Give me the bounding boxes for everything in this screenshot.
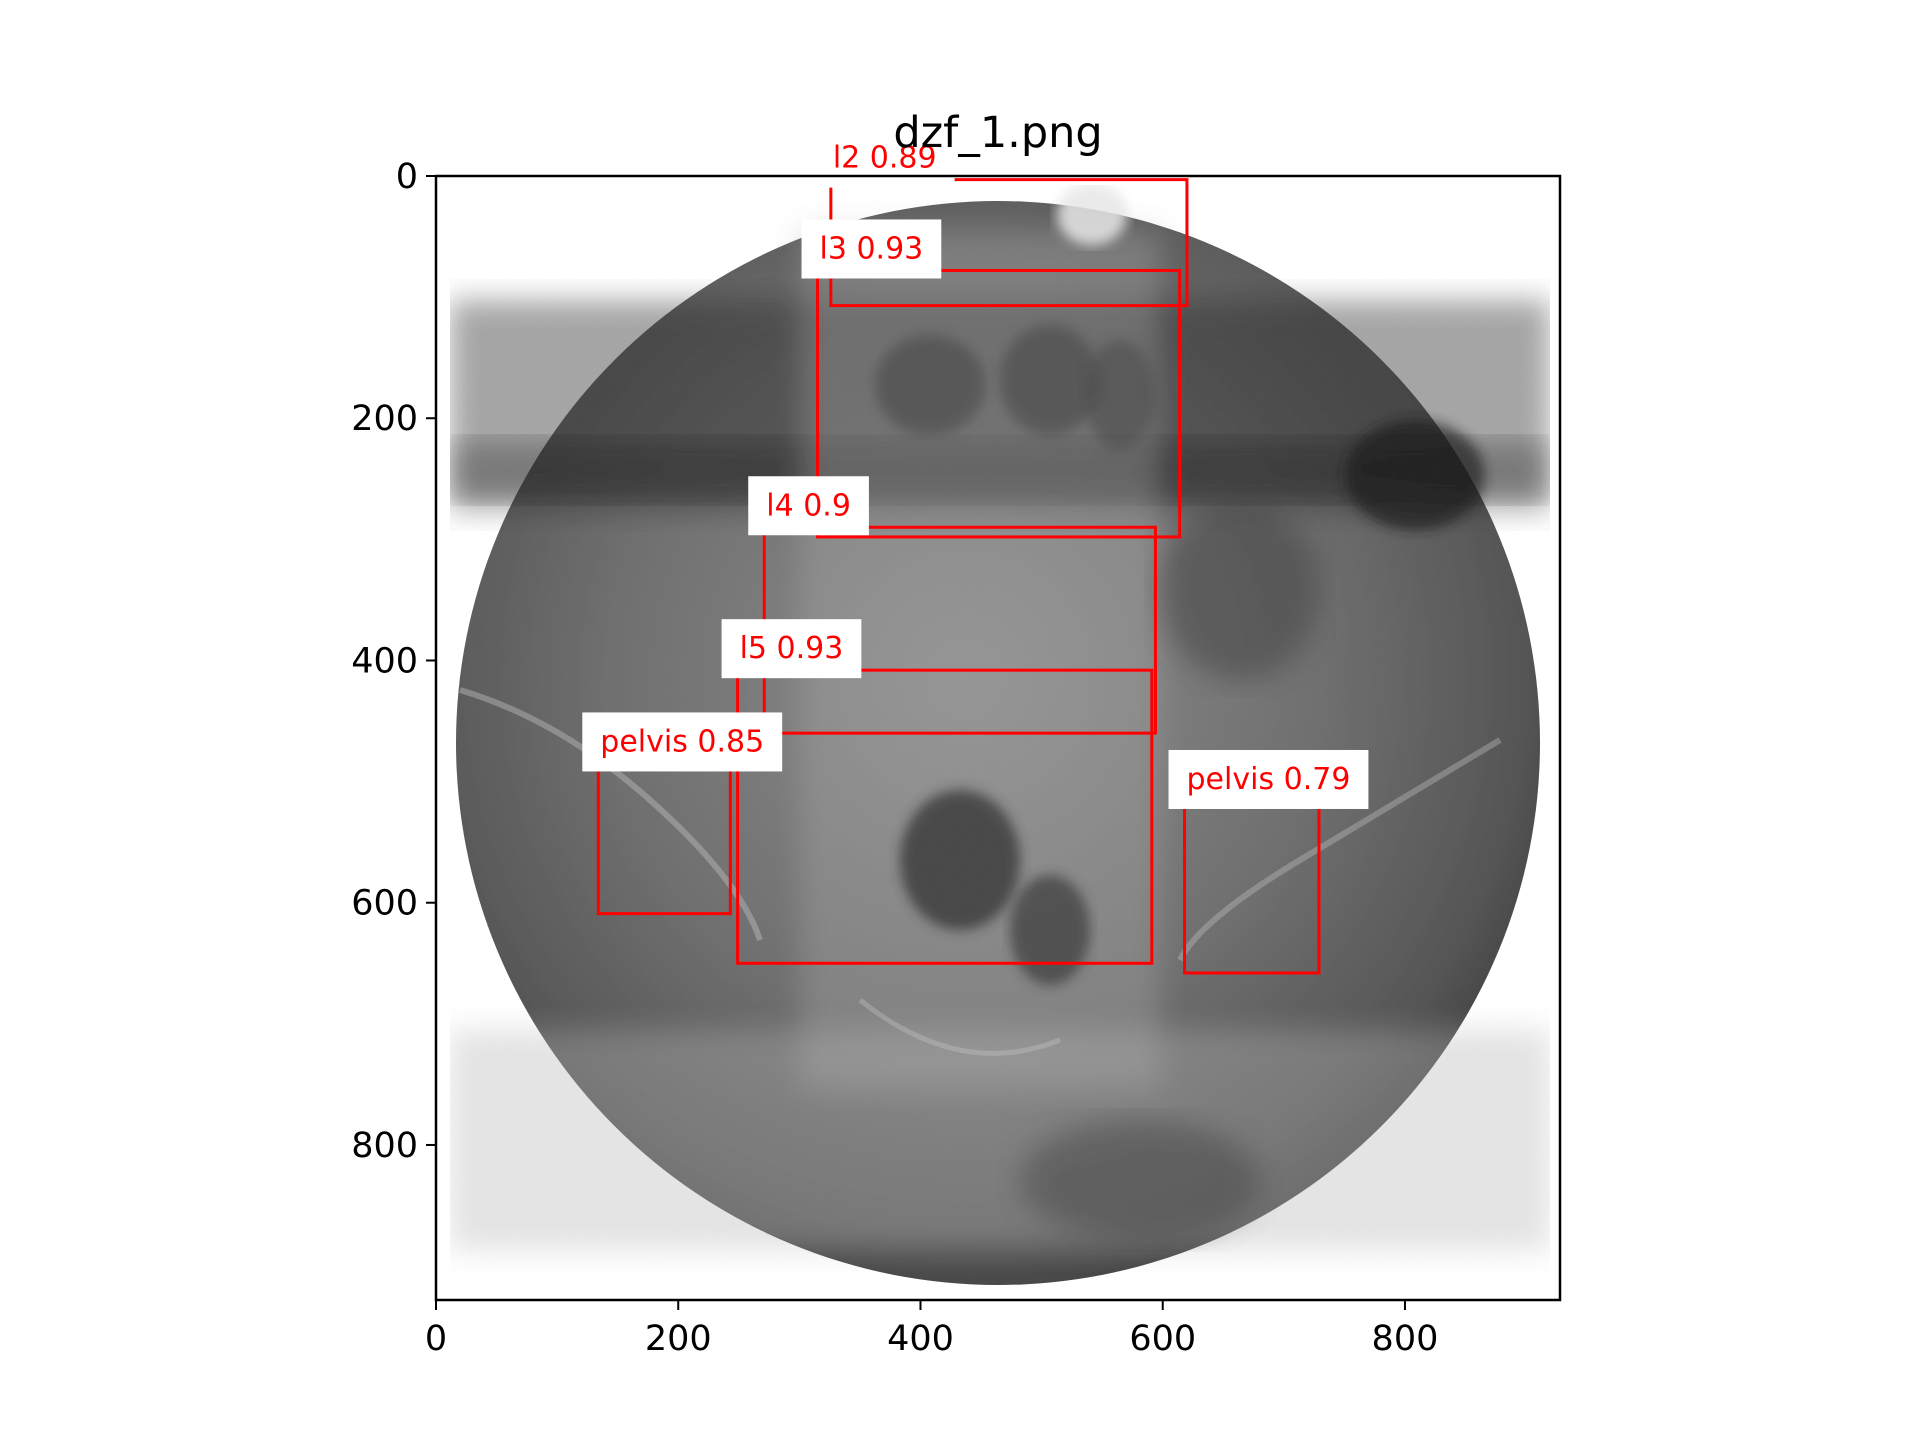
figure-title: dzf_1.png [893, 108, 1102, 158]
x-tick-label: 400 [887, 1319, 954, 1359]
x-tick-label: 800 [1372, 1319, 1439, 1359]
detection-l3 [816, 268, 1182, 539]
x-tick-label: 0 [425, 1319, 447, 1359]
bounding-box [816, 268, 1182, 539]
axis-ticks: 0 200 400 600 800 0 200 400 600 800 [351, 157, 1438, 1359]
detection-label: l5 0.93 [740, 631, 844, 666]
label-background [748, 476, 869, 536]
label-background [801, 219, 942, 279]
detection-boxes: l2 0.89 l3 0.93 l4 0.9 l5 0.93 pelvis 0.85 pe… [582, 128, 1369, 975]
label-background [1168, 749, 1369, 809]
label-background [582, 712, 783, 772]
bounding-box [736, 668, 1154, 965]
x-tick-label: 200 [645, 1319, 712, 1359]
detection-l5 [736, 668, 1154, 965]
detection-label: l2 0.89 [833, 141, 937, 176]
detection-label: l3 0.93 [820, 231, 924, 266]
axes-frame [434, 174, 1562, 1302]
y-tick-label: 0 [396, 157, 418, 197]
detection-label: pelvis 0.85 [600, 724, 764, 759]
label-background [721, 619, 862, 679]
label-background [814, 128, 955, 188]
y-tick-label: 200 [351, 399, 418, 439]
detection-label: pelvis 0.79 [1187, 762, 1351, 797]
detection-label: l4 0.9 [766, 488, 851, 523]
y-tick-label: 400 [351, 641, 418, 681]
x-tick-label: 600 [1129, 1319, 1196, 1359]
y-tick-label: 800 [351, 1126, 418, 1166]
y-tick-label: 600 [351, 884, 418, 924]
